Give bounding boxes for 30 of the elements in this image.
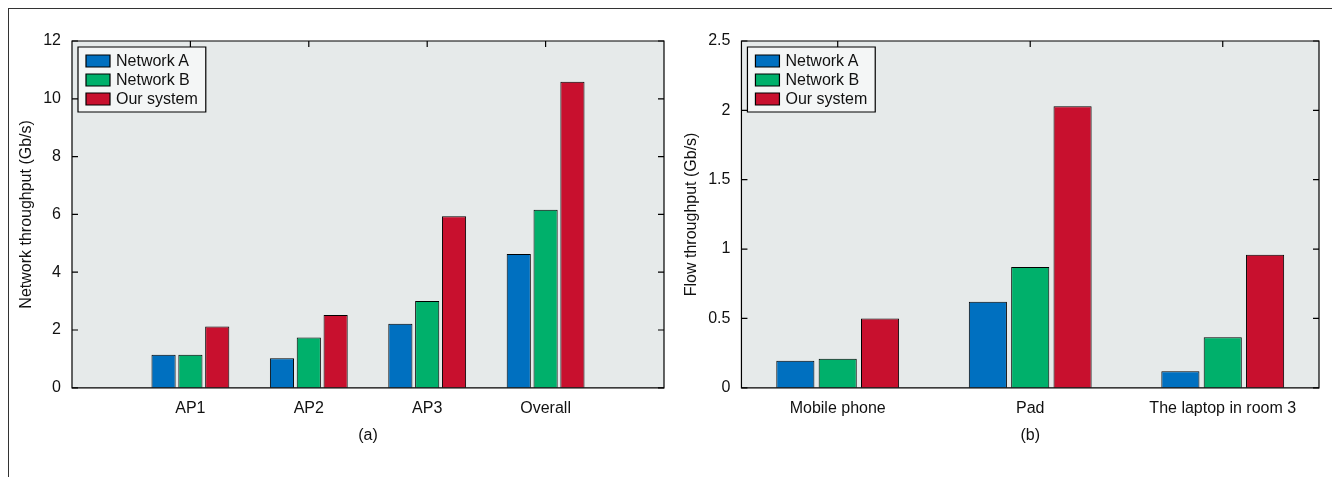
y-axis-title: Network throughput (Gb/s) (17, 120, 35, 309)
y-tick-label: 2 (721, 100, 731, 118)
legend-label: Network B (785, 71, 860, 89)
y-tick-label: 2 (52, 320, 62, 338)
x-tick-label: AP1 (175, 398, 206, 416)
legend-label: Network A (785, 52, 859, 70)
x-tick-label: AP2 (293, 398, 325, 416)
x-tick-label: Mobile phone (789, 398, 886, 416)
text: (a) (358, 426, 378, 444)
legend-label: Network A (116, 52, 190, 70)
text: (b) (1020, 426, 1040, 444)
y-tick-label: 2.5 (708, 31, 731, 49)
y-tick-label: 6 (52, 204, 62, 222)
x-tick-label: The laptop in room 3 (1149, 398, 1297, 416)
y-tick-label: 12 (43, 31, 62, 49)
legend-label: Our system (785, 90, 868, 108)
y-tick-label: 4 (52, 262, 62, 280)
y-axis-title: Flow throughput (Gb/s) (682, 132, 700, 297)
legend-label: Network B (116, 71, 190, 89)
x-tick-label: Pad (1015, 398, 1045, 416)
y-tick-label: 1.5 (708, 170, 731, 188)
y-tick-label: 0 (52, 378, 62, 396)
y-tick-label: 1 (721, 239, 731, 257)
y-tick-label: 8 (52, 147, 62, 165)
y-tick-label: 0.5 (708, 308, 731, 326)
legend-label: Our system (116, 90, 198, 108)
x-tick-label: AP3 (412, 398, 443, 416)
y-tick-label: 10 (43, 89, 62, 107)
x-tick-label: Overall (520, 398, 571, 416)
y-tick-label: 0 (721, 378, 731, 396)
